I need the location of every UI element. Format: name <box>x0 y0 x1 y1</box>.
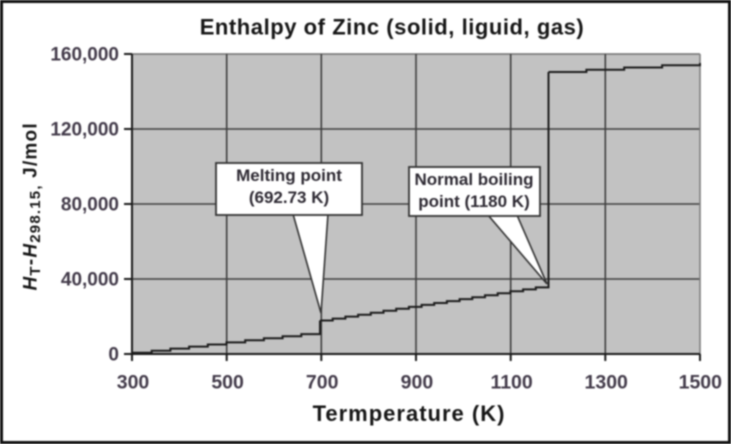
svg-text:point (1180 K): point (1180 K) <box>418 192 529 211</box>
svg-text:80,000: 80,000 <box>61 195 119 216</box>
svg-text:500: 500 <box>211 372 244 394</box>
svg-text:0: 0 <box>108 345 119 366</box>
svg-text:120,000: 120,000 <box>50 120 119 141</box>
svg-text:Termperature (K): Termperature (K) <box>313 401 506 426</box>
svg-text:Enthalpy of Zinc (solid, ligui: Enthalpy of Zinc (solid, liguid, gas) <box>200 15 585 40</box>
svg-text:300: 300 <box>117 372 150 394</box>
svg-text:HT-H298.15, J/mol: HT-H298.15, J/mol <box>20 122 44 290</box>
svg-text:1100: 1100 <box>490 372 532 394</box>
svg-text:900: 900 <box>401 372 434 394</box>
svg-text:160,000: 160,000 <box>50 45 119 66</box>
svg-text:700: 700 <box>306 372 339 394</box>
svg-text:1500: 1500 <box>679 372 723 394</box>
svg-text:1300: 1300 <box>585 372 629 394</box>
svg-text:(692.73 K): (692.73 K) <box>249 188 329 207</box>
svg-text:Melting point: Melting point <box>236 166 342 185</box>
svg-text:40,000: 40,000 <box>61 270 119 291</box>
svg-text:Normal boiling: Normal boiling <box>415 170 534 189</box>
